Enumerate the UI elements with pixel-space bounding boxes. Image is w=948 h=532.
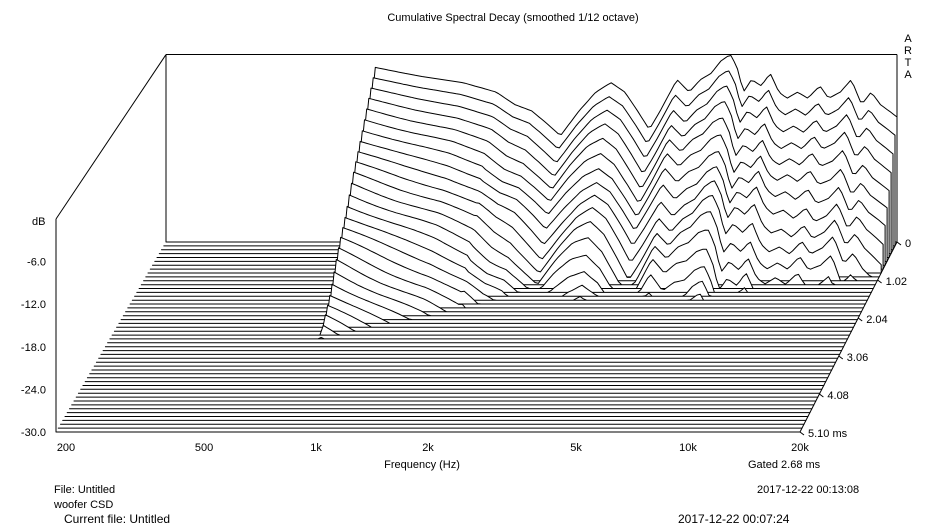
x-tick-label: 20k — [791, 442, 809, 454]
decay-slice-24 — [113, 314, 852, 332]
y-tick-label: -30.0 — [21, 427, 46, 439]
y-axis-label: dB — [32, 216, 45, 228]
time-tick-labels: 0 1.02 2.04 3.06 4.08 5.10 ms — [799, 238, 911, 440]
x-tick-label: 10k — [679, 442, 697, 454]
time-tick-mark — [857, 317, 863, 322]
decay-slice-15 — [134, 217, 870, 297]
y-tick-label: -12.0 — [21, 299, 46, 311]
chart-title: Cumulative Spectral Decay (smoothed 1/12… — [387, 12, 638, 24]
x-tick-labels: 200 500 1k 2k 5k 10k 20k — [57, 442, 810, 454]
time-tick-label: 4.08 — [827, 390, 848, 402]
x-tick-label: 1k — [310, 442, 322, 454]
time-tick-mark — [799, 431, 805, 436]
time-tick-mark — [896, 241, 902, 246]
y-tick-label: -18.0 — [21, 342, 46, 354]
decay-slice-22 — [118, 294, 856, 324]
time-tick-mark — [838, 355, 844, 360]
y-tick-label: -24.0 — [21, 384, 46, 396]
time-tick-label: 2.04 — [866, 314, 887, 326]
file-label: File: Untitled — [54, 484, 116, 496]
decay-slice-14 — [136, 206, 872, 293]
x-tick-label: 500 — [195, 442, 213, 454]
time-tick-label: 1.02 — [886, 276, 907, 288]
decay-slice-19 — [125, 258, 862, 313]
brand-letter: A — [904, 33, 912, 45]
x-tick-label: 2k — [422, 442, 434, 454]
x-axis-label: Frequency (Hz) — [384, 459, 460, 471]
timestamp-label: 2017-12-22 00:13:08 — [757, 484, 860, 496]
brand-letter: R — [904, 45, 912, 57]
decay-slice-26 — [109, 337, 848, 340]
y-tick-labels: -6.0 -12.0 -18.0 -24.0 -30.0 — [21, 257, 46, 439]
decay-slice-23 — [116, 304, 854, 328]
y-tick-label: -6.0 — [27, 257, 46, 269]
ghost-timestamp-label: 2017-12-22 00:07:24 — [678, 512, 790, 526]
frame-time-axis — [799, 241, 898, 433]
decay-slices — [55, 55, 898, 433]
time-tick-label: 3.06 — [847, 352, 868, 364]
time-tick-mark — [819, 393, 824, 398]
description-label: woofer CSD — [54, 499, 114, 511]
ghost-file-label: Current file: Untitled — [64, 512, 171, 526]
time-tick-label: 5.10 ms — [808, 428, 848, 440]
decay-slice-16 — [131, 227, 868, 301]
decay-slice-20 — [122, 271, 860, 317]
time-tick-mark — [877, 279, 882, 284]
x-tick-label: 5k — [570, 442, 582, 454]
decay-slice-25 — [111, 324, 850, 336]
gated-label: Gated 2.68 ms — [748, 459, 821, 471]
decay-slice-17 — [129, 236, 866, 305]
decay-slice-13 — [138, 194, 874, 289]
decay-slice-21 — [120, 283, 858, 321]
brand-letter: T — [905, 57, 912, 69]
x-tick-label: 200 — [57, 442, 75, 454]
brand-letter: A — [904, 69, 912, 81]
decay-slice-18 — [127, 247, 864, 309]
time-tick-label: 0 — [905, 238, 911, 250]
frame-diagonal-edge — [55, 54, 167, 220]
